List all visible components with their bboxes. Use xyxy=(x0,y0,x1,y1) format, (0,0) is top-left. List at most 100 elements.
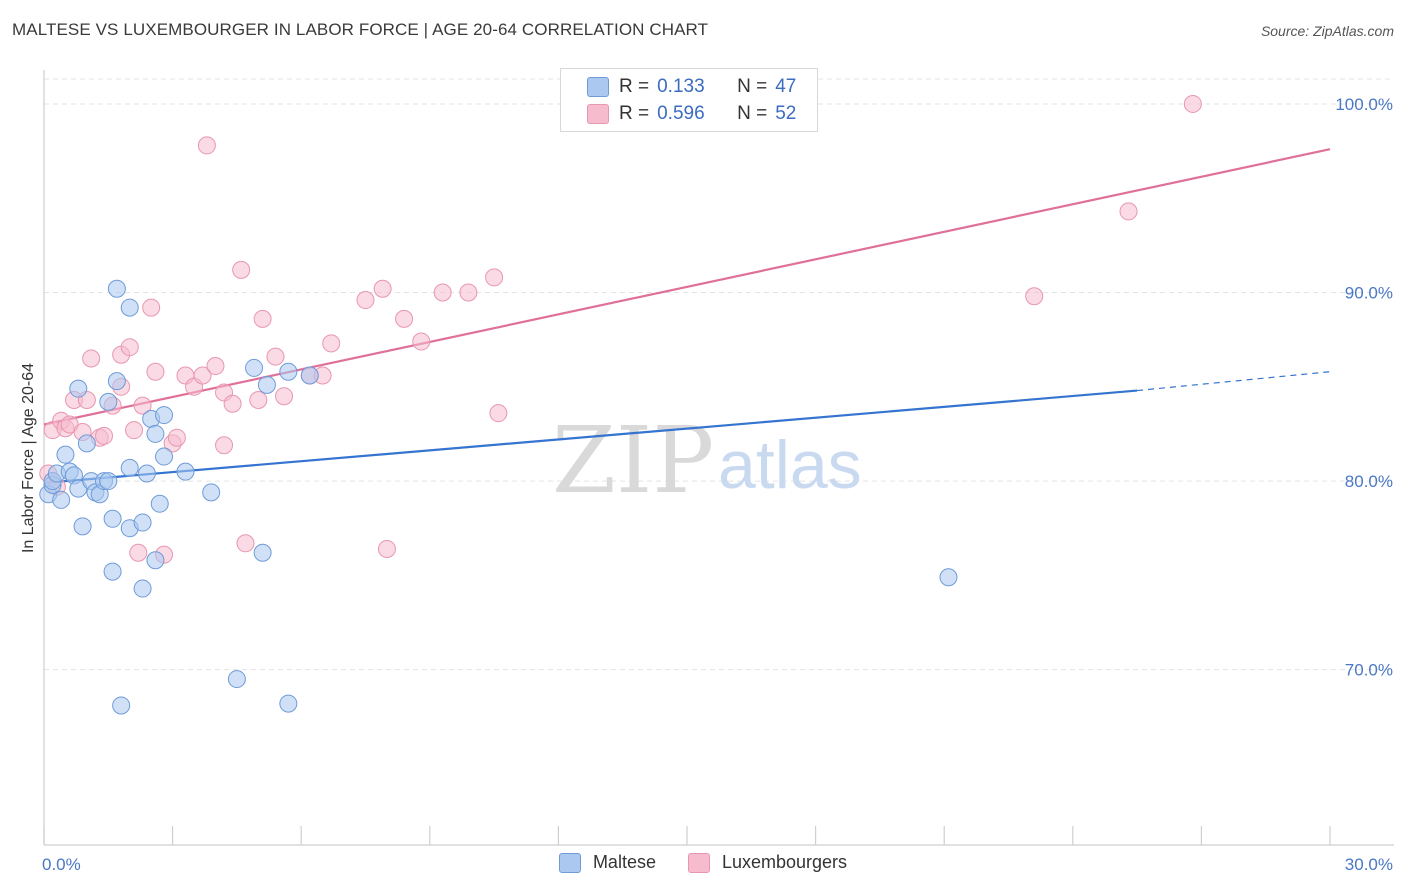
maltese-point xyxy=(245,358,264,377)
maltese-point xyxy=(227,670,246,689)
luxembourger-trend-line xyxy=(43,148,1331,426)
luxembourger-point xyxy=(206,357,225,376)
legend-r-label: R = xyxy=(619,103,650,124)
maltese-point xyxy=(253,543,272,562)
luxembourger-point xyxy=(1119,202,1138,221)
maltese-point xyxy=(146,551,165,570)
maltese-point xyxy=(120,298,139,317)
chart-title: MALTESE VS LUXEMBOURGER IN LABOR FORCE |… xyxy=(12,20,709,39)
maltese-point xyxy=(112,696,131,715)
maltese-point xyxy=(107,372,126,391)
luxembourger-point xyxy=(82,349,101,368)
maltese-point xyxy=(155,447,174,466)
maltese-legend-swatch xyxy=(558,852,581,873)
luxembourger-point xyxy=(356,291,375,310)
maltese-point xyxy=(146,424,165,443)
y-tick-label: 80.0% xyxy=(1345,472,1393,491)
luxembourger-point xyxy=(433,283,452,302)
tick-label-layer: 70.0% 80.0% 90.0% 100.0% 0.0% 30.0% xyxy=(42,95,1393,874)
maltese-point xyxy=(150,494,169,513)
luxembourger-point xyxy=(373,279,392,298)
luxembourger-point xyxy=(377,539,396,558)
luxembourger-n-value: 52 xyxy=(775,103,797,124)
maltese-point xyxy=(133,579,152,598)
luxembourger-point xyxy=(253,309,272,328)
maltese-point xyxy=(77,434,96,453)
watermark-atlas: atlas xyxy=(718,427,862,503)
luxembourger-point xyxy=(395,309,414,328)
y-tick-label: 100.0% xyxy=(1335,95,1393,114)
trend-layer xyxy=(43,148,1331,485)
y-tick-label: 90.0% xyxy=(1345,284,1393,303)
maltese-point xyxy=(279,362,298,381)
maltese-point xyxy=(99,472,118,491)
luxembourger-point xyxy=(232,260,251,279)
maltese-r-value: 0.133 xyxy=(657,76,705,97)
legend-item-luxembourgers[interactable]: Luxembourgers xyxy=(687,852,848,873)
maltese-point xyxy=(69,379,88,398)
source-label: Source: ZipAtlas.com xyxy=(1260,23,1394,39)
legend-row-maltese: R = 0.133 N = 47 xyxy=(587,75,796,99)
point-layer xyxy=(39,94,1202,715)
luxembourger-point xyxy=(167,428,186,447)
y-tick-label: 70.0% xyxy=(1345,661,1393,680)
maltese-point xyxy=(300,366,319,385)
legend-item-maltese[interactable]: Maltese xyxy=(558,852,656,873)
maltese-point xyxy=(73,517,92,536)
maltese-n-value: 47 xyxy=(775,76,797,97)
series-legend: Maltese Luxembourgers xyxy=(0,852,1406,873)
maltese-point xyxy=(257,375,276,394)
maltese-point xyxy=(103,509,122,528)
legend-r-label: R = xyxy=(619,76,650,97)
watermark: ZIP atlas xyxy=(552,407,862,514)
luxembourgers-legend-label: Luxembourgers xyxy=(721,852,848,872)
luxembourger-point xyxy=(129,543,148,562)
maltese-swatch xyxy=(587,77,609,97)
luxembourger-point xyxy=(412,332,431,351)
luxembourger-point xyxy=(275,387,294,406)
maltese-trend-extension xyxy=(1137,371,1331,392)
maltese-trend-line xyxy=(43,389,1138,485)
luxembourger-point xyxy=(249,390,268,409)
luxembourger-point xyxy=(459,283,478,302)
luxembourger-point xyxy=(146,362,165,381)
luxembourger-point xyxy=(489,404,508,423)
legend-row-luxembourger: R = 0.596 N = 52 xyxy=(587,102,796,126)
luxembourger-point xyxy=(133,396,152,415)
luxembourger-point xyxy=(125,421,144,440)
luxembourger-point xyxy=(485,268,504,287)
legend-n-label: N = xyxy=(737,76,768,97)
luxembourger-point xyxy=(95,426,114,445)
luxembourger-point xyxy=(197,136,216,155)
maltese-point xyxy=(279,694,298,713)
luxembourger-point xyxy=(223,394,242,413)
correlation-legend: R = 0.133 N = 47 R = 0.596 N = 52 xyxy=(560,68,818,132)
maltese-point xyxy=(120,458,139,477)
x-tick-label: 30.0% xyxy=(1345,855,1393,874)
luxembourger-point xyxy=(236,534,255,553)
axis-layer xyxy=(43,70,1394,846)
luxembourger-swatch xyxy=(587,104,609,124)
maltese-point xyxy=(939,568,958,587)
luxembourger-point xyxy=(193,366,212,385)
luxembourgers-legend-swatch xyxy=(687,852,710,873)
x-tick-label: 0.0% xyxy=(42,855,81,874)
maltese-legend-label: Maltese xyxy=(592,852,656,872)
maltese-point xyxy=(103,562,122,581)
watermark-zip: ZIP xyxy=(552,407,714,514)
luxembourger-point xyxy=(322,334,341,353)
luxembourger-r-value: 0.596 xyxy=(657,103,705,124)
maltese-point xyxy=(56,445,75,464)
maltese-point xyxy=(99,392,118,411)
maltese-point xyxy=(155,406,174,425)
luxembourger-point xyxy=(266,347,285,366)
luxembourger-point xyxy=(1183,94,1202,113)
maltese-point xyxy=(52,490,71,509)
maltese-point xyxy=(133,513,152,532)
legend-n-label: N = xyxy=(737,103,768,124)
luxembourger-point xyxy=(215,436,234,455)
maltese-point xyxy=(137,464,156,483)
luxembourger-point xyxy=(142,298,161,317)
grid-layer xyxy=(44,78,1394,671)
